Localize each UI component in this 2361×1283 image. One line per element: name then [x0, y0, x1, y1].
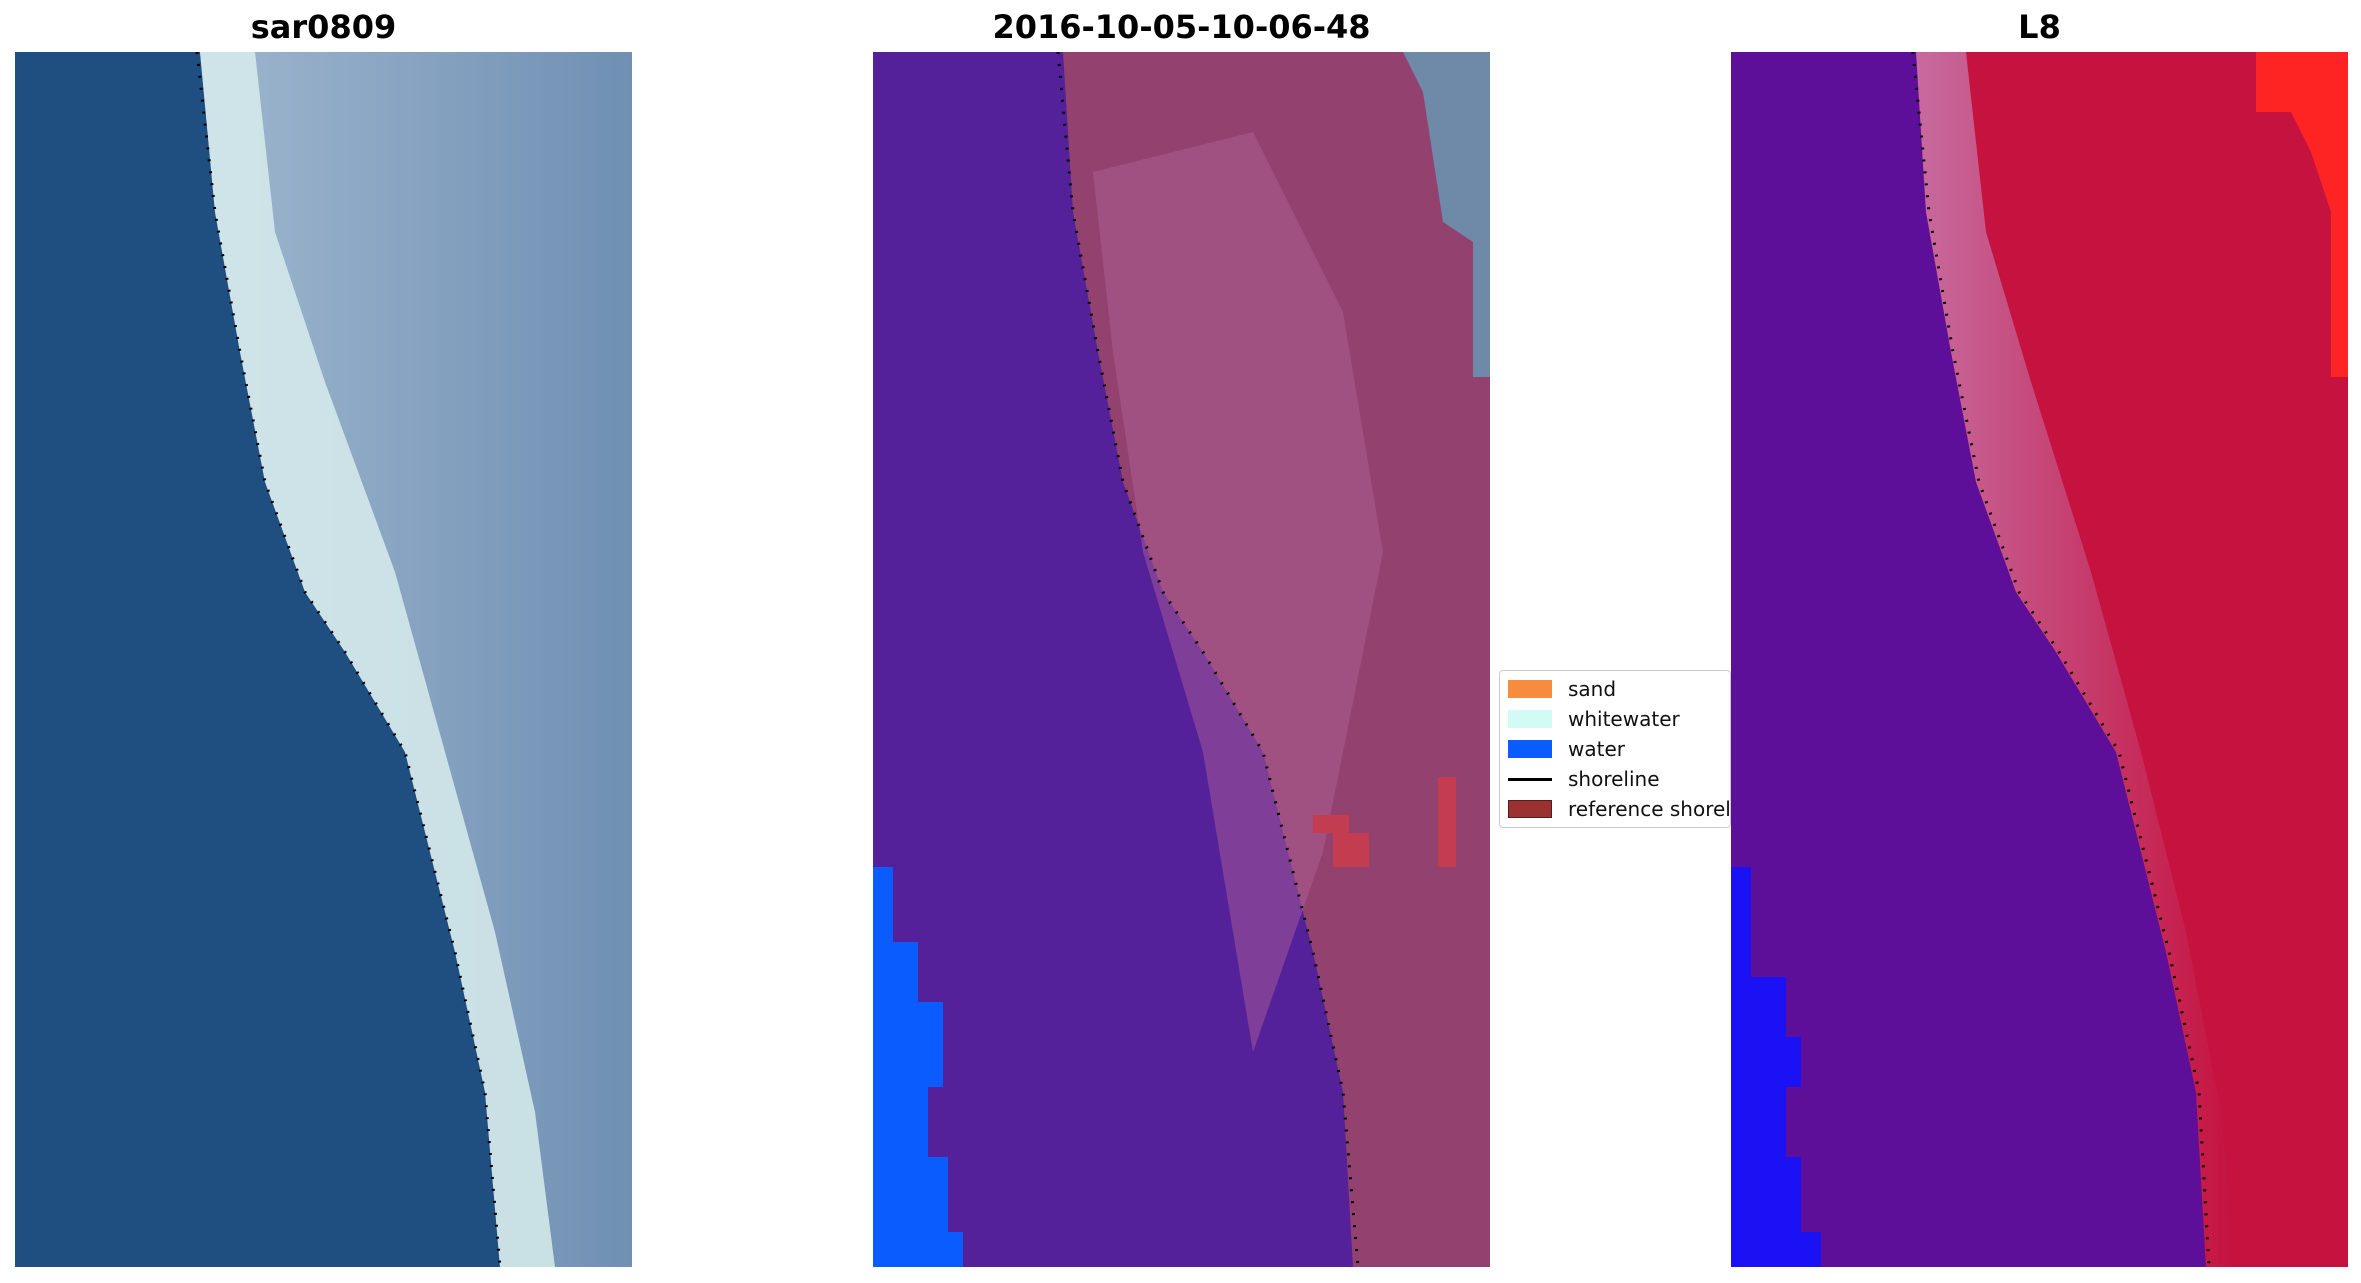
high-index-patch	[2256, 52, 2348, 377]
legend-item-shoreline: shoreline	[1508, 765, 1660, 793]
land-class-area	[1063, 52, 1490, 1267]
land-index-area	[1916, 52, 2348, 1267]
shoreline-dots	[1911, 52, 2211, 1267]
legend-item-water: water	[1508, 735, 1625, 763]
panel-title-rgb: sar0809	[250, 8, 397, 46]
panel-title-classified: 2016-10-05-10-06-48	[992, 8, 1371, 46]
legend-label-shoreline: shoreline	[1568, 767, 1660, 791]
land-texture	[1093, 132, 1383, 1052]
legend-swatch-reference-shoreline	[1508, 800, 1552, 818]
water-class-area	[873, 867, 963, 1267]
legend-label-sand: sand	[1568, 677, 1617, 701]
index-image-panel[interactable]	[1731, 52, 2348, 1267]
transition-zone	[1916, 52, 2236, 1267]
legend-swatch-whitewater	[1508, 710, 1552, 728]
legend-label-water: water	[1568, 737, 1625, 761]
surf-zone	[200, 52, 555, 1267]
shoreline-dots	[1056, 52, 1360, 1267]
legend: sand whitewater water shoreline referenc…	[1499, 670, 1731, 828]
legend-label-whitewater: whitewater	[1568, 707, 1680, 731]
legend-line-shoreline	[1508, 777, 1552, 781]
water-index-highlight	[1731, 867, 1821, 1267]
reference-patch-3	[1438, 777, 1456, 867]
reference-patch-1	[1313, 815, 1349, 833]
reference-patch-2	[1333, 833, 1369, 867]
shoreline-dots	[195, 52, 502, 1267]
legend-item-reference-shoreline: reference shoreline	[1508, 795, 1731, 823]
blue-grey-patch	[1403, 52, 1490, 377]
classified-image-panel[interactable]	[873, 52, 1490, 1267]
legend-swatch-sand	[1508, 680, 1552, 698]
legend-swatch-water	[1508, 740, 1552, 758]
legend-label-reference-shoreline: reference shoreline	[1568, 797, 1731, 821]
legend-item-sand: sand	[1508, 675, 1616, 703]
panel-title-index: L8	[2018, 8, 2061, 46]
rgb-image-panel[interactable]	[15, 52, 632, 1267]
legend-item-whitewater: whitewater	[1508, 705, 1680, 733]
